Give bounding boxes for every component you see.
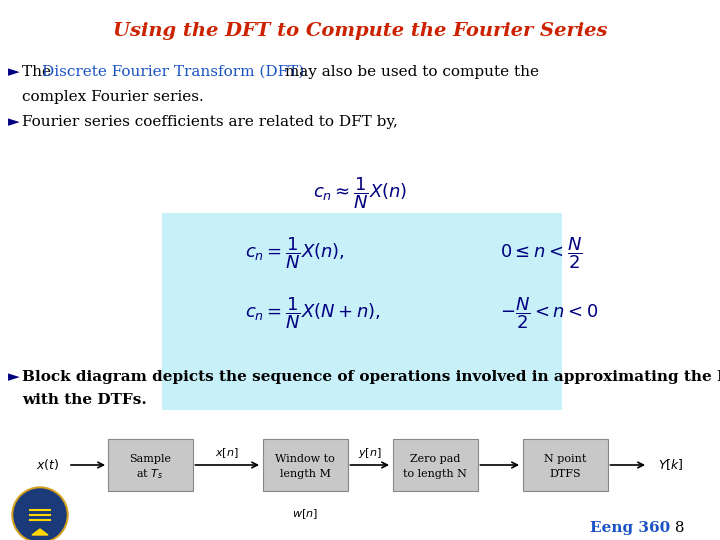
Polygon shape [32, 529, 48, 535]
FancyBboxPatch shape [107, 439, 192, 491]
Text: Eeng 360: Eeng 360 [590, 521, 670, 535]
Text: Block diagram depicts the sequence of operations involved in approximating the F: Block diagram depicts the sequence of op… [22, 370, 720, 384]
Text: ►: ► [8, 65, 19, 79]
Text: to length N: to length N [403, 469, 467, 479]
Text: $-\dfrac{N}{2} < n < 0$: $-\dfrac{N}{2} < n < 0$ [500, 295, 598, 330]
Text: $y[n]$: $y[n]$ [358, 446, 382, 460]
Text: Using the DFT to Compute the Fourier Series: Using the DFT to Compute the Fourier Ser… [113, 22, 607, 40]
Text: ►: ► [8, 115, 19, 129]
Text: complex Fourier series.: complex Fourier series. [22, 90, 204, 104]
Text: Zero pad: Zero pad [410, 454, 460, 464]
Text: with the DTFs.: with the DTFs. [22, 393, 147, 407]
Circle shape [12, 487, 68, 540]
FancyBboxPatch shape [523, 439, 608, 491]
Text: N point: N point [544, 454, 586, 464]
Text: $x[n]$: $x[n]$ [215, 446, 239, 460]
Text: Window to: Window to [275, 454, 335, 464]
Text: length M: length M [279, 469, 330, 479]
Circle shape [14, 489, 66, 540]
Text: Sample: Sample [129, 454, 171, 464]
Text: $c_n = \dfrac{1}{N} X(n),$: $c_n = \dfrac{1}{N} X(n),$ [245, 235, 345, 271]
Text: Discrete Fourier Transform (DFT): Discrete Fourier Transform (DFT) [42, 65, 305, 79]
Text: DTFS: DTFS [549, 469, 581, 479]
Text: $0 \leq n < \dfrac{N}{2}$: $0 \leq n < \dfrac{N}{2}$ [500, 235, 582, 271]
Text: may also be used to compute the: may also be used to compute the [280, 65, 539, 79]
FancyBboxPatch shape [162, 213, 562, 410]
Text: 8: 8 [670, 521, 685, 535]
Text: The: The [22, 65, 56, 79]
Text: $w[n]$: $w[n]$ [292, 507, 318, 521]
FancyBboxPatch shape [263, 439, 348, 491]
FancyBboxPatch shape [392, 439, 477, 491]
Text: $x(t)$: $x(t)$ [36, 457, 60, 472]
Text: ►: ► [8, 370, 19, 384]
Text: $c_n \approx \dfrac{1}{N} X(n)$: $c_n \approx \dfrac{1}{N} X(n)$ [312, 175, 408, 211]
Text: Fourier series coefficients are related to DFT by,: Fourier series coefficients are related … [22, 115, 398, 129]
Text: $c_n = \dfrac{1}{N} X(N+n),$: $c_n = \dfrac{1}{N} X(N+n),$ [245, 295, 381, 330]
Text: at $T_s$: at $T_s$ [136, 467, 163, 481]
Text: $Y[k]$: $Y[k]$ [658, 457, 683, 472]
